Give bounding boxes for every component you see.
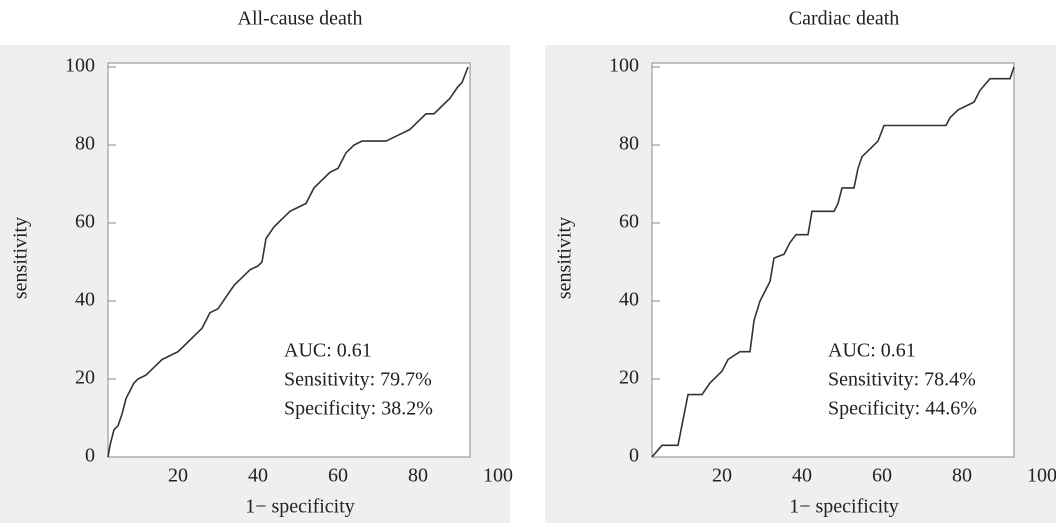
y-tick-label: 60	[75, 211, 95, 233]
x-tick-label: 40	[248, 465, 268, 487]
x-tick-label: 20	[712, 465, 732, 487]
y-tick-label: 40	[619, 289, 639, 311]
annotation: Sensitivity: 78.4%	[828, 369, 976, 391]
y-tick-label: 80	[619, 133, 639, 155]
roc-curve	[651, 66, 1015, 458]
x-tick-label: 20	[168, 465, 188, 487]
y-tick-label: 40	[75, 289, 95, 311]
x-tick-label: 80	[952, 465, 972, 487]
annotation: AUC: 0.61	[284, 340, 372, 362]
x-tick-label: 100	[1027, 465, 1056, 487]
y-axis-label: sensitivity	[10, 217, 32, 299]
chart-title: Cardiac death	[789, 8, 900, 30]
chart-title: All-cause death	[238, 8, 363, 30]
y-axis-label: sensitivity	[554, 217, 576, 299]
x-axis-label: 1− specificity	[245, 496, 355, 518]
plot-frame	[651, 62, 1015, 458]
y-tick-label: 100	[609, 55, 639, 77]
annotation: Sensitivity: 79.7%	[284, 369, 432, 391]
annotation: AUC: 0.61	[828, 340, 916, 362]
y-tick-label: 20	[619, 367, 639, 389]
x-tick-label: 100	[483, 465, 513, 487]
annotation: Specificity: 44.6%	[828, 398, 977, 420]
x-tick-label: 80	[408, 465, 428, 487]
y-tick-label: 100	[65, 55, 95, 77]
x-axis-label: 1− specificity	[789, 496, 899, 518]
x-tick-label: 60	[328, 465, 348, 487]
y-tick-label: 20	[75, 367, 95, 389]
y-tick-label: 80	[75, 133, 95, 155]
x-tick-label: 40	[792, 465, 812, 487]
roc-curve	[107, 66, 469, 458]
y-tick-label: 0	[629, 445, 639, 467]
annotation: Specificity: 38.2%	[284, 398, 433, 420]
y-tick-label: 60	[619, 211, 639, 233]
y-tick-label: 0	[85, 445, 95, 467]
x-tick-label: 60	[872, 465, 892, 487]
